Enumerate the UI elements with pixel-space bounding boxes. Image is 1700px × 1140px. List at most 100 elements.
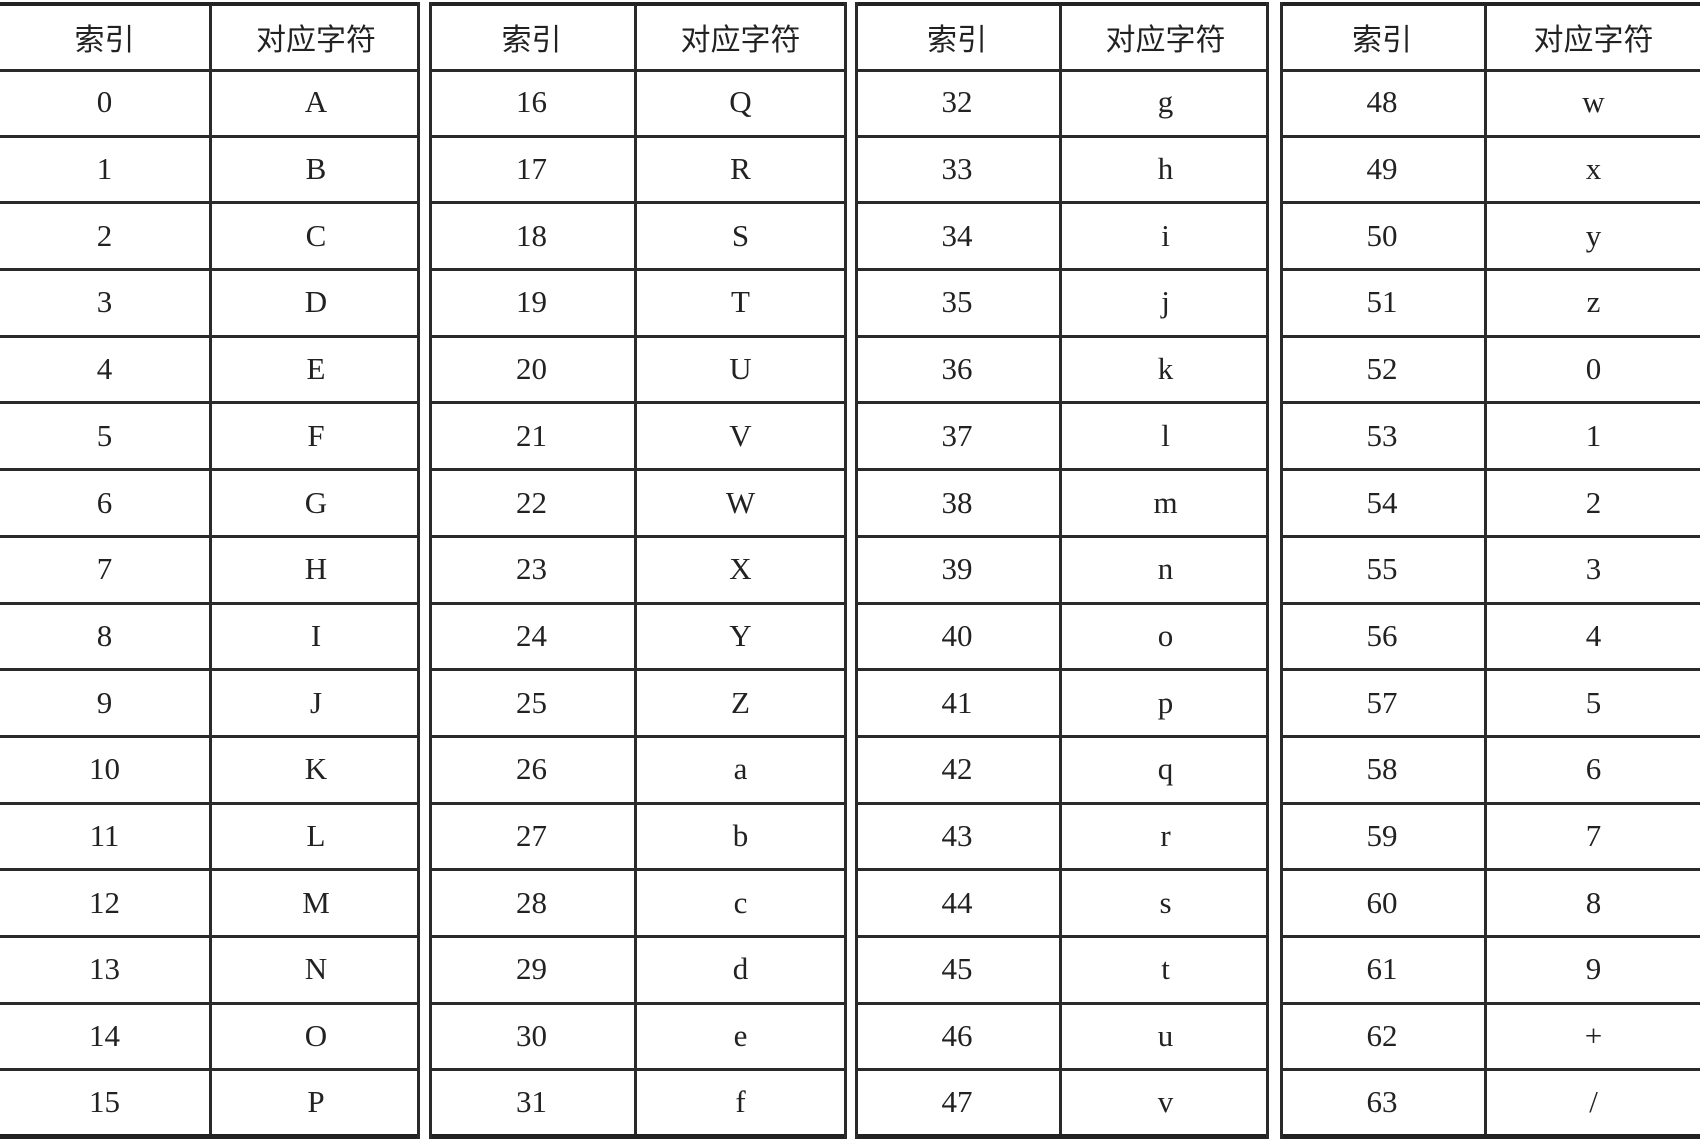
char-cell: E bbox=[306, 351, 326, 387]
table-row: 58 6 bbox=[1280, 737, 1700, 805]
char-cell: W bbox=[725, 484, 756, 520]
index-cell: 7 bbox=[0, 536, 212, 602]
char-cell: m bbox=[1153, 484, 1178, 520]
char-cell: / bbox=[1589, 1084, 1598, 1120]
table-row: 54 2 bbox=[1280, 470, 1700, 538]
index-cell: 59 bbox=[1280, 803, 1487, 869]
header-row: 索引 对应字符 bbox=[1280, 5, 1700, 72]
char-cell: K bbox=[304, 751, 328, 787]
char-cell: J bbox=[309, 684, 323, 720]
char-cell: t bbox=[1161, 951, 1170, 987]
index-cell: 15 bbox=[0, 1070, 212, 1135]
top-rule bbox=[0, 2, 420, 6]
group-divider bbox=[844, 2, 847, 1139]
char-cell: h bbox=[1157, 151, 1174, 187]
char-cell: L bbox=[306, 818, 326, 854]
table-row: 53 1 bbox=[1280, 403, 1700, 472]
table-row: 24 Y bbox=[429, 603, 844, 672]
index-cell: 1 bbox=[0, 136, 212, 202]
index-cell: 0 bbox=[0, 70, 212, 135]
index-cell: 46 bbox=[855, 1003, 1062, 1069]
table-row: 16 Q bbox=[429, 70, 844, 138]
table-row: 13 N bbox=[0, 937, 420, 1005]
index-cell: 35 bbox=[855, 270, 1062, 335]
char-cell: M bbox=[302, 884, 330, 920]
char-cell: j bbox=[1161, 284, 1170, 320]
char-cell: B bbox=[305, 151, 327, 187]
header-row: 索引 对应字符 bbox=[429, 5, 844, 72]
index-cell: 50 bbox=[1280, 203, 1487, 269]
index-cell: 2 bbox=[0, 203, 212, 269]
char-cell: 2 bbox=[1585, 484, 1602, 520]
table-row: 62 + bbox=[1280, 1003, 1700, 1072]
index-cell: 17 bbox=[429, 136, 637, 202]
table-row: 38 m bbox=[855, 470, 1269, 538]
table-row: 30 e bbox=[429, 1003, 844, 1072]
table-row: 50 y bbox=[1280, 203, 1700, 272]
table-row: 14 O bbox=[0, 1003, 420, 1072]
index-cell: 62 bbox=[1280, 1003, 1487, 1069]
char-cell: z bbox=[1586, 284, 1601, 320]
index-cell: 60 bbox=[1280, 870, 1487, 936]
table-row: 59 7 bbox=[1280, 803, 1700, 872]
top-rule bbox=[429, 2, 844, 6]
char-cell: 9 bbox=[1585, 951, 1602, 987]
index-cell: 18 bbox=[429, 203, 637, 269]
table-row: 32 g bbox=[855, 70, 1269, 138]
table-row: 40 o bbox=[855, 603, 1269, 672]
char-cell: 4 bbox=[1585, 617, 1602, 653]
header-char: 对应字符 bbox=[680, 23, 801, 58]
index-cell: 23 bbox=[429, 536, 637, 602]
char-cell: G bbox=[304, 484, 328, 520]
index-cell: 43 bbox=[855, 803, 1062, 869]
table-row: 11 L bbox=[0, 803, 420, 872]
table-row: 12 M bbox=[0, 870, 420, 939]
table-row: 60 8 bbox=[1280, 870, 1700, 939]
index-cell: 57 bbox=[1280, 670, 1487, 735]
char-cell: o bbox=[1157, 617, 1174, 653]
table-row: 33 h bbox=[855, 136, 1269, 205]
table-row: 23 X bbox=[429, 536, 844, 605]
table-row: 28 c bbox=[429, 870, 844, 939]
char-cell: i bbox=[1161, 217, 1170, 253]
index-cell: 34 bbox=[855, 203, 1062, 269]
header-index: 索引 bbox=[1280, 5, 1487, 69]
group-divider bbox=[855, 2, 858, 1139]
char-cell: + bbox=[1584, 1018, 1603, 1054]
index-cell: 56 bbox=[1280, 603, 1487, 669]
index-cell: 10 bbox=[0, 737, 212, 802]
index-cell: 24 bbox=[429, 603, 637, 669]
char-cell: 0 bbox=[1585, 351, 1602, 387]
index-cell: 42 bbox=[855, 737, 1062, 802]
header-char: 对应字符 bbox=[256, 23, 376, 58]
char-cell: p bbox=[1157, 684, 1174, 720]
char-cell: O bbox=[304, 1018, 328, 1054]
char-cell: a bbox=[733, 751, 748, 787]
char-cell: y bbox=[1585, 217, 1602, 253]
index-cell: 53 bbox=[1280, 403, 1487, 469]
index-cell: 54 bbox=[1280, 470, 1487, 535]
header-index: 索引 bbox=[855, 5, 1062, 69]
char-cell: v bbox=[1157, 1084, 1174, 1120]
table-row: 20 U bbox=[429, 336, 844, 405]
index-cell: 33 bbox=[855, 136, 1062, 202]
table-row: 18 S bbox=[429, 203, 844, 272]
char-cell: k bbox=[1157, 351, 1174, 387]
table-row: 43 r bbox=[855, 803, 1269, 872]
index-cell: 40 bbox=[855, 603, 1062, 669]
index-cell: 29 bbox=[429, 937, 637, 1002]
char-cell: 7 bbox=[1585, 818, 1602, 854]
table-row: 45 t bbox=[855, 937, 1269, 1005]
header-index: 索引 bbox=[429, 5, 637, 69]
table-row: 52 0 bbox=[1280, 336, 1700, 405]
index-cell: 5 bbox=[0, 403, 212, 469]
bottom-rule bbox=[429, 1134, 844, 1139]
char-cell: H bbox=[304, 551, 328, 587]
char-cell: V bbox=[729, 417, 752, 453]
table-row: 46 u bbox=[855, 1003, 1269, 1072]
